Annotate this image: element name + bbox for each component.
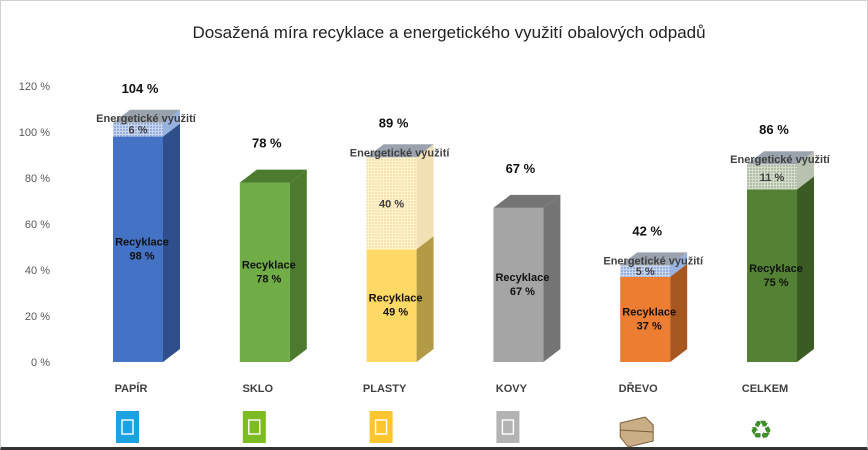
plastic-bottles-icon [369, 411, 393, 443]
chart-title: Dosažená míra recyklace a energetického … [192, 23, 705, 42]
category-label: PLASTY [363, 383, 407, 395]
total-label: 89 % [379, 115, 409, 130]
bar-top [747, 151, 814, 165]
y-tick-label: 40 % [25, 265, 50, 277]
category-label: SKLO [243, 383, 274, 395]
total-label: 86 % [759, 122, 789, 137]
bar-recyklace [113, 136, 163, 362]
bar-recyklace [239, 182, 290, 362]
recycle-value-label: 49 % [383, 307, 408, 319]
category-label: KOVY [496, 383, 528, 395]
metal-can-icon [496, 411, 520, 443]
y-tick-label: 80 % [25, 173, 50, 185]
y-tick-label: 0 % [31, 357, 50, 369]
bar-side [543, 194, 561, 362]
category-label: CELKEM [742, 383, 788, 395]
energy-series-label: Energetické využití [350, 147, 451, 159]
glass-icon [242, 411, 266, 443]
bar-side [670, 252, 688, 277]
recycle-series-label: Recyklace [115, 236, 169, 248]
bar-top [366, 144, 434, 158]
energy-series-label: Energetické využití [730, 154, 831, 166]
energy-value-label: 6 % [129, 125, 148, 137]
energy-series-label: Energetické využití [603, 255, 704, 267]
category-label: PAPÍR [115, 382, 148, 395]
recycle-value-label: 78 % [256, 273, 281, 285]
bar-side [163, 123, 180, 362]
bar-top [493, 194, 561, 208]
recycle-value-label: 75 % [763, 277, 788, 289]
bar-energeticke-vyuziti [620, 265, 671, 277]
bar-side [797, 176, 814, 362]
bar-side [416, 236, 434, 362]
recycle-series-label: Recyklace [622, 306, 676, 318]
bar-top [620, 252, 688, 266]
recycle-icon: ♻ [749, 415, 772, 445]
recycle-value-label: 67 % [510, 286, 535, 298]
bar-top [239, 169, 307, 183]
total-label: 78 % [252, 136, 282, 151]
bar-side [670, 263, 688, 362]
y-tick-label: 60 % [25, 219, 50, 231]
bar-energeticke-vyuziti [366, 157, 417, 250]
bar-energeticke-vyuziti [113, 122, 163, 137]
bar-recyklace [620, 276, 671, 362]
recycle-series-label: Recyklace [495, 272, 549, 284]
wooden-crate-icon [619, 416, 654, 448]
recycle-value-label: 37 % [637, 320, 662, 332]
energy-series-label: Energetické využití [96, 113, 197, 125]
y-tick-label: 100 % [19, 127, 50, 139]
recycle-series-label: Recyklace [749, 263, 803, 275]
energy-value-label: 40 % [379, 198, 404, 210]
energy-value-label: 11 % [760, 172, 785, 184]
bar-recyklace [493, 207, 544, 362]
category-label: DŘEVO [619, 382, 659, 395]
bar-recyklace [747, 189, 797, 362]
bar-top [113, 109, 180, 123]
recycle-series-label: Recyklace [369, 293, 423, 305]
recycle-value-label: 98 % [129, 250, 154, 262]
bar-side [797, 151, 814, 190]
bar-side [163, 109, 180, 137]
svg-text:♻: ♻ [749, 415, 772, 445]
total-label: 104 % [122, 81, 159, 96]
recycle-series-label: Recyklace [242, 259, 296, 271]
total-label: 42 % [632, 223, 662, 238]
total-label: 67 % [506, 161, 536, 176]
bar-energeticke-vyuziti [747, 164, 797, 190]
y-tick-label: 120 % [19, 81, 50, 93]
bar-recyklace [366, 249, 417, 362]
paper-box-icon [116, 411, 139, 443]
bar-side [289, 169, 307, 362]
bar-side [416, 144, 434, 250]
y-tick-label: 20 % [25, 311, 50, 323]
energy-value-label: 5 % [636, 266, 655, 278]
